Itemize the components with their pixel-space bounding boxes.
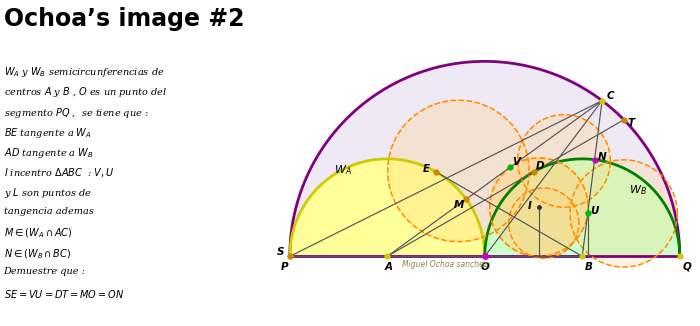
Text: M: M [454, 200, 464, 210]
Text: $W_A$ y $W_B$ semicircunferencias de: $W_A$ y $W_B$ semicircunferencias de [4, 65, 164, 79]
Polygon shape [388, 100, 529, 242]
Text: Demuestre que :: Demuestre que : [4, 267, 85, 276]
Text: N: N [598, 152, 606, 162]
Text: $AD$ tangente a $W_B$: $AD$ tangente a $W_B$ [4, 146, 93, 160]
Polygon shape [290, 159, 484, 256]
Polygon shape [570, 160, 678, 267]
Text: D: D [536, 161, 544, 171]
Text: Q: Q [682, 261, 692, 272]
Text: $SE = VU = DT = MO = ON$: $SE = VU = DT = MO = ON$ [4, 288, 124, 300]
Text: S: S [276, 247, 284, 257]
Text: centros $A$ y $B$ , $O$ es un punto del: centros $A$ y $B$ , $O$ es un punto del [4, 85, 167, 99]
Text: segmento $PQ$ ,  se tiene que :: segmento $PQ$ , se tiene que : [4, 106, 148, 120]
Text: y $L$ son puntos de: y $L$ son puntos de [4, 186, 92, 200]
Polygon shape [509, 188, 579, 258]
Text: V: V [512, 157, 521, 167]
Text: A: A [385, 261, 393, 272]
Text: $W_A$: $W_A$ [334, 163, 351, 177]
Text: $W_B$: $W_B$ [629, 183, 646, 197]
Text: E: E [423, 164, 430, 174]
Text: $M \in (W_A \cap AC)$: $M \in (W_A \cap AC)$ [4, 227, 72, 241]
Text: Miguel Ochoa sanchez: Miguel Ochoa sanchez [402, 260, 488, 269]
Text: C: C [607, 91, 615, 101]
Polygon shape [518, 115, 610, 207]
Polygon shape [490, 158, 588, 256]
Text: Ochoa’s image #2: Ochoa’s image #2 [4, 7, 244, 31]
Text: $BE$ tangente a $W_A$: $BE$ tangente a $W_A$ [4, 126, 91, 140]
Text: tangencia ademas: tangencia ademas [4, 207, 93, 216]
Text: O: O [481, 261, 490, 272]
Text: B: B [585, 261, 593, 272]
Text: $N \in (W_B \cap BC)$: $N \in (W_B \cap BC)$ [4, 247, 71, 261]
Text: U: U [591, 206, 599, 216]
Text: T: T [628, 118, 635, 127]
Text: $I$ incentro $\Delta ABC$  : $V,U$: $I$ incentro $\Delta ABC$ : $V,U$ [4, 166, 114, 179]
Text: I: I [528, 201, 532, 211]
Text: P: P [281, 261, 288, 272]
Polygon shape [484, 159, 680, 256]
Polygon shape [290, 61, 680, 256]
